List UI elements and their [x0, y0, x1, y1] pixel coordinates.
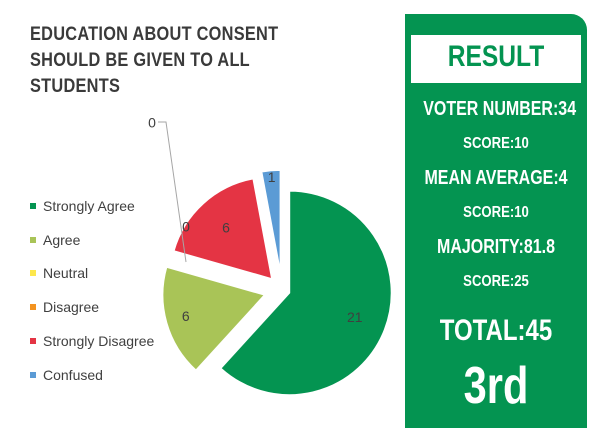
- legend-item: Agree: [30, 223, 154, 257]
- legend-swatch: [30, 304, 36, 311]
- result-panel: [405, 14, 587, 428]
- data-label-neutral: 0: [148, 115, 156, 131]
- legend-label: Strongly Agree: [43, 197, 135, 214]
- majority: MAJORITY:81.8: [437, 236, 555, 258]
- voter-score: SCORE:10: [463, 135, 529, 152]
- legend-swatch: [30, 270, 36, 277]
- chart-title: EDUCATION ABOUT CONSENT SHOULD BE GIVEN …: [30, 24, 279, 97]
- result-title: RESULT: [447, 40, 545, 73]
- leader-line: [158, 121, 187, 263]
- pie-slice-agree: [162, 266, 267, 372]
- legend-label: Agree: [43, 231, 81, 248]
- voter-number: VOTER NUMBER:34: [423, 98, 577, 120]
- data-label-confused: 1: [268, 169, 276, 185]
- legend-item: Confused: [30, 358, 154, 392]
- legend-swatch: [30, 371, 36, 378]
- legend-swatch: [30, 338, 36, 345]
- pie-slice-confused: [260, 169, 282, 273]
- rank: 3rd: [463, 357, 529, 415]
- legend-item: Strongly Disagree: [30, 324, 154, 358]
- legend-item: Neutral: [30, 257, 154, 291]
- data-label-strongly-agree: 21: [347, 309, 363, 325]
- legend-swatch: [30, 236, 36, 243]
- data-label-disagree: 0: [182, 219, 190, 235]
- legend-item: Strongly Agree: [30, 189, 154, 223]
- pie-slice-strongly-agree: [219, 190, 393, 396]
- legend-label: Strongly Disagree: [43, 333, 155, 350]
- total-score: TOTAL:45: [439, 314, 553, 347]
- pie-slice-strongly-disagree: [172, 177, 273, 280]
- legend-item: Disagree: [30, 290, 154, 324]
- result-title-box: [411, 35, 581, 83]
- mean-average: MEAN AVERAGE:4: [424, 167, 568, 189]
- data-label-agree: 6: [182, 308, 190, 324]
- chart-legend: Strongly Agree Agree Neutral Disagree Strong…: [30, 189, 154, 392]
- legend-label: Disagree: [43, 299, 100, 316]
- result-stats: VOTER NUMBER:34 SCORE:10 MEAN AVERAGE:4 …: [405, 90, 587, 417]
- legend-label: Neutral: [43, 265, 89, 282]
- data-label-strongly-disagree: 6: [222, 219, 230, 235]
- majority-score: SCORE:25: [463, 273, 529, 290]
- mean-score: SCORE:10: [463, 204, 529, 221]
- legend-label: Confused: [43, 366, 103, 383]
- legend-swatch: [30, 202, 36, 209]
